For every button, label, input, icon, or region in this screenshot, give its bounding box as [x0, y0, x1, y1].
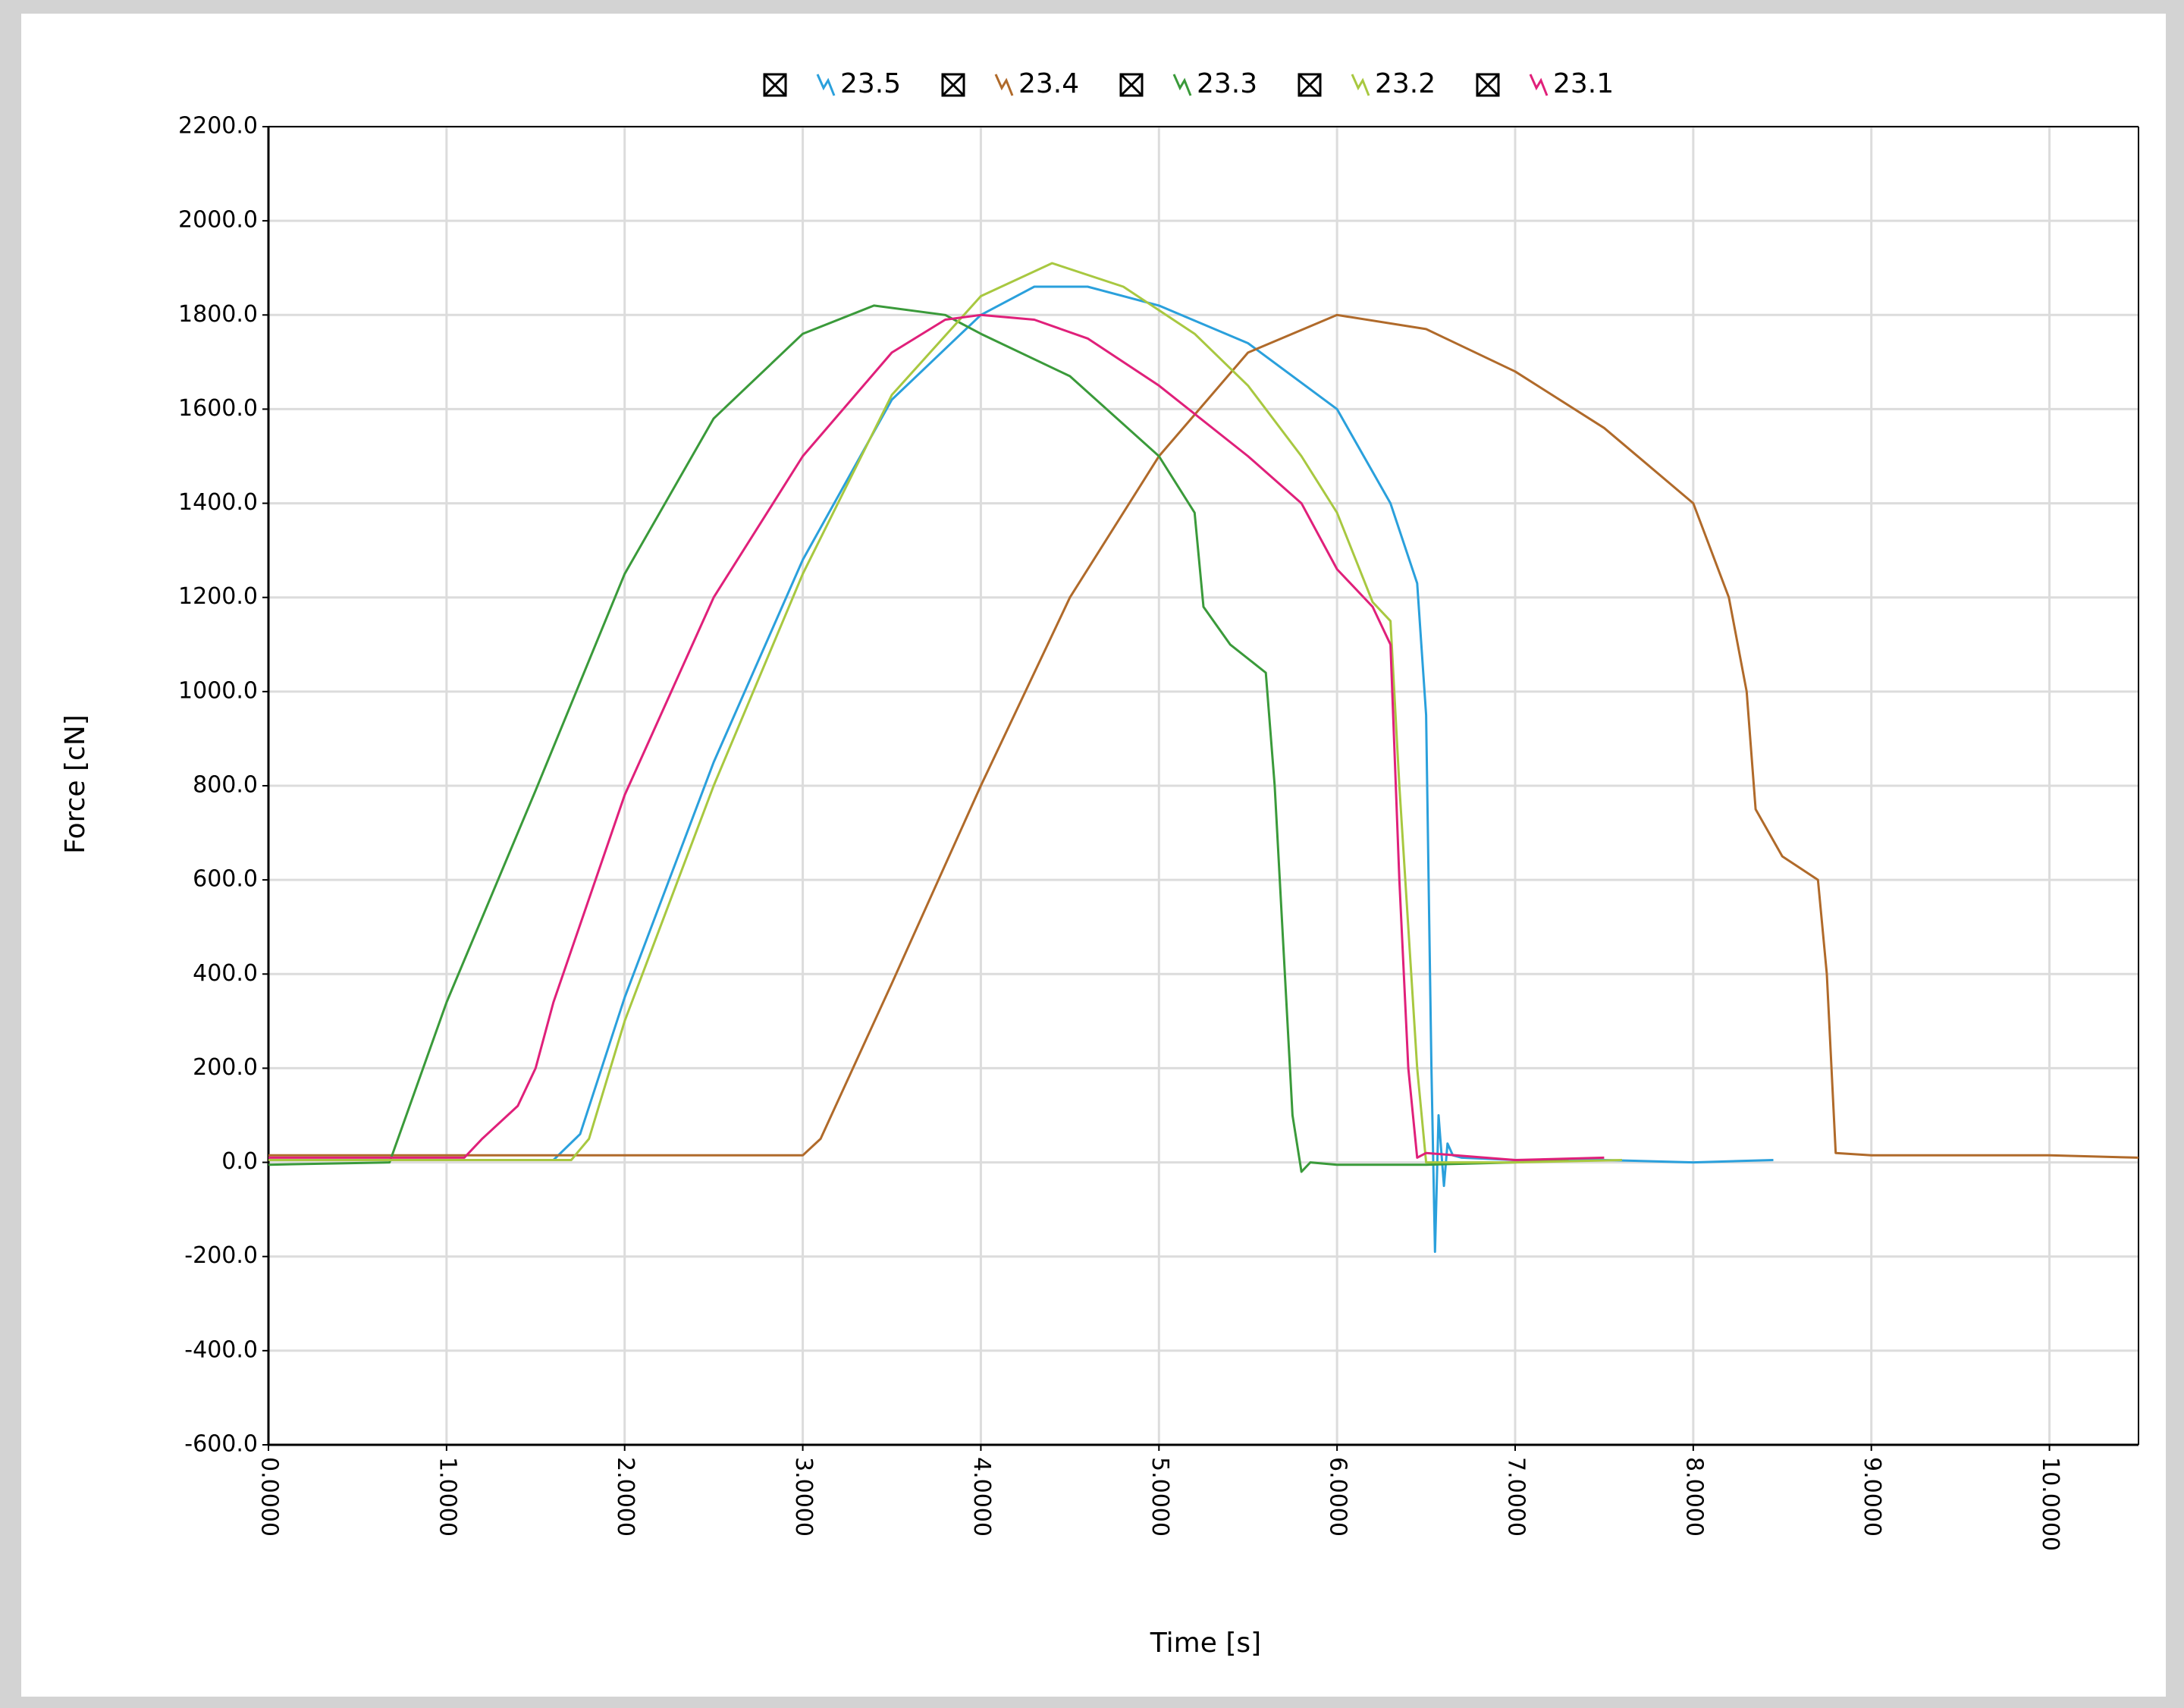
y-tick-label: 1200.0	[178, 583, 258, 610]
y-tick-label: 2200.0	[178, 113, 258, 140]
series-line	[268, 313, 1605, 1161]
legend-line-icon	[816, 74, 836, 96]
y-tick-label: 2000.0	[178, 207, 258, 234]
y-tick-label: 1600.0	[178, 395, 258, 422]
y-tick-label: 200.0	[193, 1054, 258, 1081]
legend-line-icon	[1172, 74, 1192, 96]
x-tick-label: 4.0000	[968, 1457, 995, 1537]
legend-label: 23.4	[1018, 68, 1079, 99]
legend-checkbox-mark[interactable]	[1298, 73, 1322, 97]
y-tick-label: 1400.0	[178, 489, 258, 516]
series-line	[268, 262, 1622, 1164]
x-tick-label: 8.0000	[1680, 1457, 1707, 1537]
legend-checkbox-mark[interactable]	[1476, 73, 1500, 97]
series-line	[268, 304, 1569, 1173]
y-axis-title: Force [cN]	[60, 714, 91, 854]
legend-checkbox-mark[interactable]	[941, 73, 965, 97]
x-tick-label: 6.0000	[1325, 1457, 1351, 1537]
y-tick-label: -400.0	[184, 1336, 258, 1363]
legend-line-icon	[1351, 74, 1370, 96]
legend-line-icon	[994, 74, 1014, 96]
x-tick-label: 7.0000	[1503, 1457, 1530, 1537]
x-tick-label: 2.0000	[612, 1457, 639, 1537]
chart-panel	[21, 14, 2166, 1697]
x-axis-title: Time [s]	[1150, 1628, 1261, 1659]
legend-label: 23.2	[1375, 68, 1436, 99]
y-tick-label: 800.0	[193, 772, 258, 799]
y-tick-label: 600.0	[193, 866, 258, 893]
legend-label: 23.5	[840, 68, 901, 99]
legend-line-icon	[1529, 74, 1549, 96]
y-tick-label: 1800.0	[178, 301, 258, 328]
y-tick-label: -200.0	[184, 1242, 258, 1269]
x-tick-label: 10.0000	[2037, 1457, 2063, 1551]
x-tick-label: 3.0000	[790, 1457, 817, 1537]
legend-checkbox-mark[interactable]	[1119, 73, 1144, 97]
legend-checkbox-mark[interactable]	[763, 73, 787, 97]
legend-label: 23.1	[1553, 68, 1614, 99]
x-tick-label: 1.0000	[434, 1457, 460, 1537]
y-tick-label: 0.0	[221, 1148, 258, 1175]
legend-label: 23.3	[1197, 68, 1257, 99]
x-tick-label: 0.0000	[256, 1457, 283, 1537]
series-line	[268, 313, 2139, 1159]
x-tick-label: 9.0000	[1859, 1457, 1885, 1537]
y-tick-label: 1000.0	[178, 677, 258, 704]
y-tick-label: -600.0	[184, 1431, 258, 1458]
x-tick-label: 5.0000	[1147, 1457, 1173, 1537]
y-tick-label: 400.0	[193, 960, 258, 987]
